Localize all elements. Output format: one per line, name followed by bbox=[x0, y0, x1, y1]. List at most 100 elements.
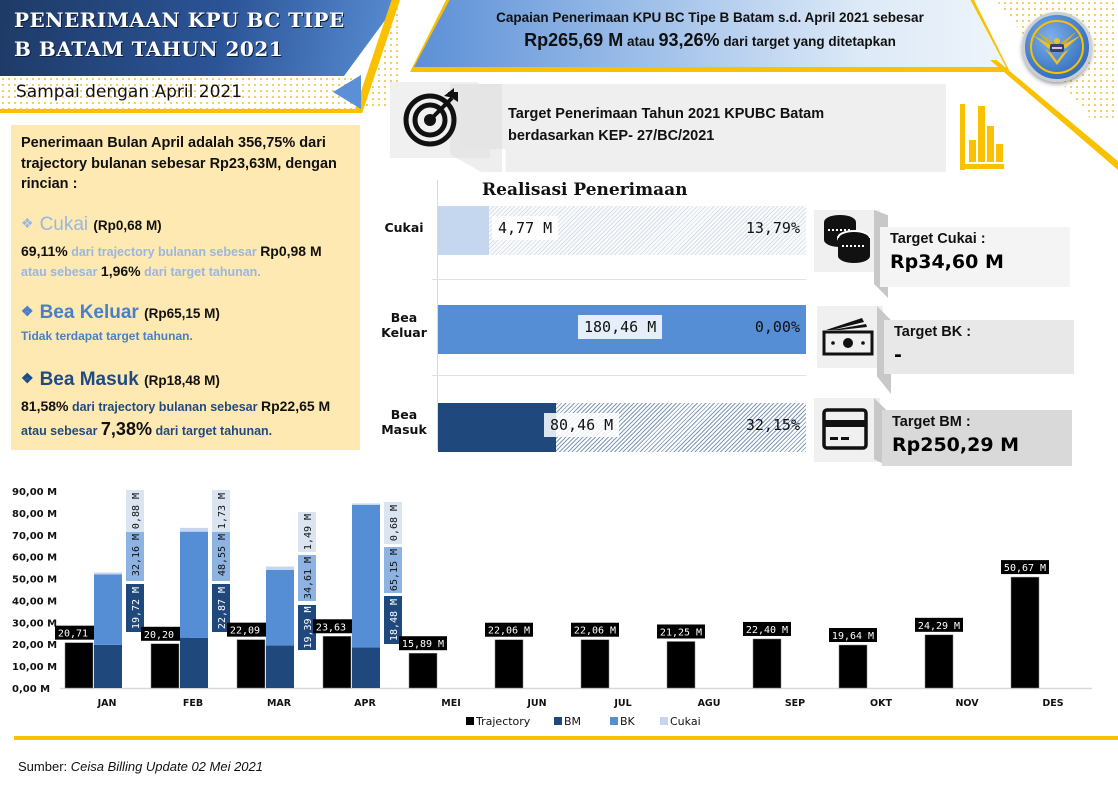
trajectory-bar bbox=[64, 642, 94, 689]
title-line-2: B Batam Tahun 2021 bbox=[14, 37, 284, 61]
cukai-name: Cukai bbox=[39, 214, 89, 235]
trajectory-label: 19,64 M bbox=[832, 631, 874, 642]
trajectory-label-bg bbox=[915, 617, 963, 632]
logo-ring bbox=[1030, 20, 1084, 74]
stacked-bar-cukai bbox=[266, 566, 294, 570]
realisasi-percent-bea-keluar: 0,00% bbox=[754, 318, 800, 336]
chart-legend: Trajectory BM BK Cukai bbox=[466, 715, 701, 728]
target-bm-value: Rp250,29 M bbox=[892, 434, 1020, 456]
trajectory-label: 15,89 M bbox=[402, 639, 444, 650]
stacked-bar-bm bbox=[94, 644, 122, 688]
stacked-label-bg bbox=[126, 490, 144, 532]
bars: 20,71 M 19,72 M 32,16 M 0,88 M 20,20 M 22,87 … bbox=[55, 490, 1049, 689]
trajectory-bar bbox=[666, 641, 696, 689]
y-tick-label: 90,00 M bbox=[12, 487, 57, 498]
bea-keluar-name: Bea Keluar bbox=[39, 302, 139, 323]
diamond-bullet-icon: ❖ bbox=[21, 370, 34, 386]
stacked-bar-bm bbox=[352, 647, 380, 688]
target-cukai-label: Target Cukai : bbox=[890, 231, 986, 247]
trajectory-label-bg bbox=[571, 622, 619, 637]
stacked-bar-bk bbox=[94, 574, 122, 645]
trajectory-label-bg bbox=[227, 622, 275, 637]
x-tick-label: JUN bbox=[526, 698, 546, 709]
title-line-1: Penerimaan KPU BC Tipe bbox=[14, 8, 345, 32]
trajectory-bar bbox=[150, 643, 180, 689]
legend-label: BK bbox=[620, 715, 636, 728]
trajectory-label: 22,06 M bbox=[488, 626, 530, 637]
target-icon bbox=[403, 88, 458, 147]
stacked-bar-cukai bbox=[94, 572, 122, 575]
trajectory-label: 20,20 M bbox=[144, 630, 186, 641]
legend-label: Trajectory bbox=[475, 715, 531, 728]
realisasi-label-bea-keluar: Bea Keluar bbox=[374, 310, 434, 340]
trajectory-bar bbox=[924, 634, 954, 689]
trajectory-bar bbox=[1010, 576, 1040, 689]
cukai-pct-traj: 69,11% bbox=[21, 243, 68, 259]
target-info-box bbox=[462, 84, 946, 172]
x-tick-label: NOV bbox=[955, 698, 979, 709]
target-card-bk: Target BK : - bbox=[884, 320, 1074, 374]
bea-masuk-heading: ❖ Bea Masuk (Rp18,48 M) bbox=[21, 369, 220, 391]
realisasi-separator bbox=[432, 375, 806, 376]
stacked-label-cukai: 1,49 M bbox=[303, 514, 314, 550]
stacked-label-bm: 19,72 M bbox=[131, 587, 142, 629]
stacked-label-bk: 48,55 M bbox=[217, 534, 228, 576]
trajectory-label-bg bbox=[55, 625, 103, 640]
bea-masuk-name: Bea Masuk bbox=[39, 369, 139, 390]
trajectory-label: 20,71 M bbox=[58, 629, 100, 640]
source-text: Ceisa Billing Update 02 Mei 2021 bbox=[70, 759, 263, 774]
bm-traj-amount: Rp22,65 M bbox=[260, 398, 331, 414]
realisasi-title: Realisasi Penerimaan bbox=[482, 180, 688, 200]
cukai-pre-target: atau sebesar bbox=[21, 265, 98, 279]
realisasi-value-bea-keluar: 180,46 M bbox=[578, 315, 663, 339]
y-tick-label: 60,00 M bbox=[12, 553, 57, 564]
cukai-heading: ❖ Cukai (Rp0,68 M) bbox=[21, 214, 162, 236]
legend-label: Cukai bbox=[670, 715, 701, 728]
stacked-label-bg bbox=[384, 502, 402, 544]
bar-chart-icon bbox=[960, 104, 1004, 170]
legend-swatch bbox=[660, 717, 668, 725]
trajectory-bar bbox=[322, 636, 352, 689]
april-summary-panel bbox=[11, 125, 360, 450]
bm-pct-traj: 81,58% bbox=[21, 398, 69, 414]
achievement-suffix: dari target yang ditetapkan bbox=[723, 34, 896, 49]
achievement-connector: atau bbox=[626, 34, 655, 49]
label-line: Masuk bbox=[381, 422, 427, 437]
trajectory-label-bg bbox=[743, 621, 791, 636]
y-tick-label: 10,00 M bbox=[12, 662, 57, 673]
bea-masuk-amount: (Rp18,48 M) bbox=[144, 373, 220, 388]
realisasi-percent-cukai: 13,79% bbox=[745, 219, 800, 237]
cukai-amount: (Rp0,68 M) bbox=[93, 218, 162, 233]
trajectory-label-bg bbox=[399, 636, 447, 651]
april-intro-text: Penerimaan Bulan April adalah 356,75% da… bbox=[21, 135, 337, 192]
trajectory-bar bbox=[236, 639, 266, 689]
x-tick-label: APR bbox=[354, 698, 376, 709]
title-banner bbox=[0, 0, 400, 76]
trajectory-label-bg bbox=[657, 624, 705, 639]
trajectory-label: 22,40 M bbox=[746, 625, 788, 636]
target-bk-label: Target BK : bbox=[894, 324, 972, 340]
target-bm-label: Target BM : bbox=[892, 414, 971, 430]
stacked-label-bg bbox=[212, 529, 230, 581]
y-tick-label: 70,00 M bbox=[12, 531, 57, 542]
target-box-shadow bbox=[450, 84, 502, 172]
trajectory-bar bbox=[580, 639, 610, 689]
realisasi-axis bbox=[437, 180, 438, 450]
legend-label: BM bbox=[564, 715, 581, 728]
bea-keluar-heading: ❖ Bea Keluar (Rp65,15 M) bbox=[21, 302, 220, 324]
legend-swatch bbox=[610, 717, 618, 725]
y-tick-label: 50,00 M bbox=[12, 575, 57, 586]
realisasi-value-cukai: 4,77 M bbox=[492, 216, 559, 240]
x-tick-label: AGU bbox=[698, 698, 721, 709]
trajectory-label-bg bbox=[313, 619, 361, 634]
realisasi-fill-bea-masuk bbox=[438, 403, 557, 452]
coins-icon bbox=[824, 215, 871, 263]
customs-emblem-icon bbox=[1033, 31, 1081, 65]
trajectory-bar bbox=[838, 644, 868, 689]
stacked-label-bm: 22,87 M bbox=[217, 587, 228, 629]
stacked-label-bk: 32,16 M bbox=[131, 534, 142, 576]
x-axis: JAN FEB MAR APR MEI JUN JUL AGU SEP OKT NOV DES bbox=[97, 698, 1064, 709]
stacked-label-bg bbox=[384, 596, 402, 644]
achievement-amount: Rp265,69 M bbox=[524, 30, 624, 50]
trajectory-bar bbox=[494, 639, 524, 689]
